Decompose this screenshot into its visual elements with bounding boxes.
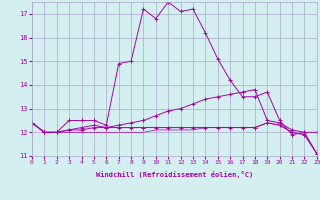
X-axis label: Windchill (Refroidissement éolien,°C): Windchill (Refroidissement éolien,°C) — [96, 171, 253, 178]
